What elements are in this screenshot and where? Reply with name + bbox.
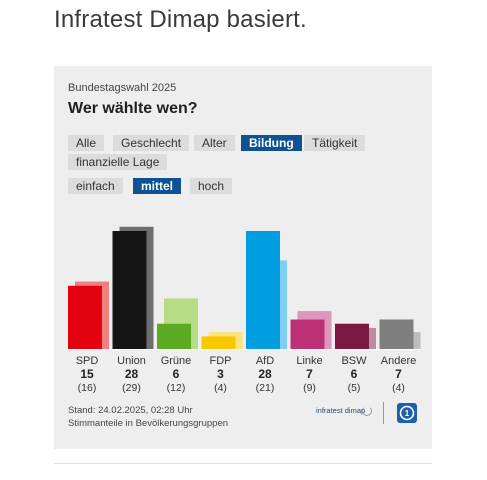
party-label-linke: Linke — [296, 355, 322, 367]
bar-current-union — [112, 231, 147, 349]
value-previous-union: (29) — [122, 382, 141, 394]
party-label-afd: AfD — [256, 355, 274, 367]
value-previous-spd: (16) — [78, 382, 97, 394]
bar-current-gruene — [157, 323, 191, 349]
svg-text:1: 1 — [405, 409, 410, 418]
value-previous-fdp: (4) — [214, 382, 227, 394]
footnote-description: Stimmanteile in Bevölkerungsgruppen — [68, 418, 229, 429]
party-label-spd: SPD — [76, 355, 99, 367]
subtab-hoch[interactable]: hoch — [190, 178, 233, 194]
value-previous-linke: (9) — [303, 382, 316, 394]
value-current-spd: 15 — [80, 367, 94, 381]
value-previous-andere: (4) — [392, 382, 405, 394]
tab-alter[interactable]: Alter — [194, 135, 235, 151]
value-current-bsw: 6 — [351, 367, 358, 381]
ard-logo-icon: 1 — [397, 403, 417, 423]
value-previous-gruene: (12) — [167, 382, 186, 394]
tab-alle[interactable]: Alle — [68, 135, 105, 151]
footnote-stand: Stand: 24.02.2025, 02:28 Uhr — [68, 405, 193, 416]
tab-bildung[interactable]: Bildung — [241, 135, 302, 151]
value-current-fdp: 3 — [217, 367, 224, 381]
value-current-gruene: 6 — [173, 367, 180, 381]
subtab-einfach[interactable]: einfach — [68, 178, 123, 194]
bar-current-andere — [379, 319, 414, 349]
page-headline: Infratest Dimap basiert. — [54, 6, 307, 33]
party-label-fdp: FDP — [210, 355, 232, 367]
bar-current-afd — [246, 231, 280, 349]
brand-divider — [383, 402, 384, 424]
party-label-gruene: Grüne — [161, 355, 192, 367]
bar-current-bsw — [335, 323, 369, 349]
widget-kicker: Bundestagswahl 2025 — [68, 82, 177, 94]
tab-finanzielle-lage[interactable]: finanzielle Lage — [68, 154, 168, 170]
subtab-mittel[interactable]: mittel — [133, 178, 182, 194]
party-label-andere: Andere — [381, 355, 416, 367]
infratest-dimap-brand-text: infratest dimap — [316, 406, 366, 415]
value-current-linke: 7 — [306, 367, 313, 381]
value-previous-bsw: (5) — [348, 382, 361, 394]
bar-current-fdp — [201, 336, 236, 349]
divider-line — [54, 463, 432, 464]
bar-current-linke — [290, 319, 325, 349]
party-label-union: Union — [117, 355, 146, 367]
party-label-bsw: BSW — [341, 355, 367, 367]
value-current-andere: 7 — [395, 367, 402, 381]
tab-taetigkeit[interactable]: Tätigkeit — [304, 135, 366, 151]
widget-title: Wer wählte wen? — [68, 100, 198, 117]
bar-current-spd — [68, 285, 102, 349]
value-current-union: 28 — [125, 367, 139, 381]
infratest-dimap-logo-icon — [362, 406, 372, 416]
value-current-afd: 28 — [258, 367, 272, 381]
vote-share-bar-chart: SPD15(16)Union28(29)Grüne6(12)FDP3(4)AfD… — [66, 226, 421, 394]
value-previous-afd: (21) — [256, 382, 275, 394]
tab-geschlecht[interactable]: Geschlecht — [113, 135, 190, 151]
election-widget: Bundestagswahl 2025 Wer wählte wen? Alle… — [54, 66, 432, 449]
